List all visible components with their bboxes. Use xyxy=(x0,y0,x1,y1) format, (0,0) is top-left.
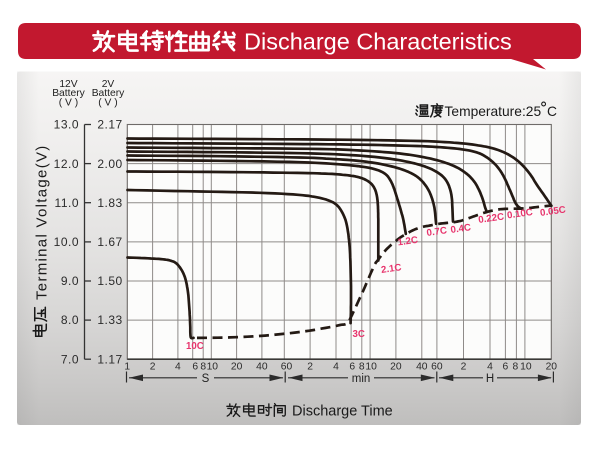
svg-text:Discharge Characteristics: Discharge Characteristics xyxy=(244,29,512,55)
svg-text:1.67: 1.67 xyxy=(97,235,122,249)
svg-text:9.0: 9.0 xyxy=(61,274,79,288)
svg-text:20: 20 xyxy=(390,362,402,373)
svg-text:0.4C: 0.4C xyxy=(450,222,472,236)
svg-text:6: 6 xyxy=(503,362,509,373)
svg-text:8.0: 8.0 xyxy=(61,313,79,327)
svg-text:S: S xyxy=(202,373,210,385)
svg-text:0.22C: 0.22C xyxy=(478,211,505,225)
svg-text:0.7C: 0.7C xyxy=(426,225,448,239)
svg-text:1.17: 1.17 xyxy=(97,352,122,366)
svg-text:10: 10 xyxy=(520,362,532,373)
svg-text:Temperature:25: Temperature:25 xyxy=(445,104,542,119)
svg-text:60: 60 xyxy=(431,362,443,373)
svg-text:0.05C: 0.05C xyxy=(539,204,566,218)
svg-text:2: 2 xyxy=(150,362,156,373)
svg-text:12V: 12V xyxy=(59,79,77,90)
svg-text:40: 40 xyxy=(256,362,268,373)
svg-text:1.33: 1.33 xyxy=(97,313,122,327)
svg-text:6: 6 xyxy=(192,362,198,373)
svg-text:Discharge Time: Discharge Time xyxy=(292,404,393,420)
svg-text:Battery: Battery xyxy=(92,88,125,99)
svg-text:2.1C: 2.1C xyxy=(380,262,402,276)
svg-text:8: 8 xyxy=(200,362,206,373)
svg-text:2.17: 2.17 xyxy=(97,118,122,132)
svg-text:10C: 10C xyxy=(186,341,204,352)
svg-text:13.0: 13.0 xyxy=(54,118,79,132)
svg-text:2: 2 xyxy=(461,362,467,373)
svg-text:0.10C: 0.10C xyxy=(506,207,533,221)
svg-text:10: 10 xyxy=(365,362,377,373)
svg-text:2V: 2V xyxy=(102,79,115,90)
svg-text:8: 8 xyxy=(359,362,365,373)
svg-text:H: H xyxy=(486,373,494,385)
svg-text:1.2C: 1.2C xyxy=(397,235,419,249)
svg-text:4: 4 xyxy=(333,362,339,373)
svg-text:8: 8 xyxy=(513,362,519,373)
svg-text:3C: 3C xyxy=(353,329,365,340)
svg-text:2: 2 xyxy=(307,362,313,373)
svg-text:6: 6 xyxy=(349,362,355,373)
svg-text:min: min xyxy=(352,373,371,385)
svg-text:4: 4 xyxy=(175,362,181,373)
svg-text:Terminal Voltage(V): Terminal Voltage(V) xyxy=(34,144,51,300)
svg-text:11.0: 11.0 xyxy=(55,196,79,210)
svg-text:( V ): ( V ) xyxy=(98,98,117,109)
svg-text:40: 40 xyxy=(416,362,428,373)
svg-text:Battery: Battery xyxy=(52,88,85,99)
svg-text:4: 4 xyxy=(487,362,493,373)
svg-text:7.0: 7.0 xyxy=(61,352,79,366)
svg-text:2.00: 2.00 xyxy=(97,157,122,171)
svg-text:60: 60 xyxy=(281,362,293,373)
svg-text:( V ): ( V ) xyxy=(59,98,78,109)
svg-text:12.0: 12.0 xyxy=(54,157,79,171)
svg-text:10: 10 xyxy=(207,362,219,373)
svg-text:10.0: 10.0 xyxy=(54,235,79,249)
svg-text:1: 1 xyxy=(124,362,130,373)
svg-text:1.50: 1.50 xyxy=(97,274,122,288)
svg-text:1.83: 1.83 xyxy=(97,196,122,210)
svg-text:20: 20 xyxy=(231,362,243,373)
svg-text:C: C xyxy=(547,104,557,119)
svg-text:20: 20 xyxy=(546,362,558,373)
